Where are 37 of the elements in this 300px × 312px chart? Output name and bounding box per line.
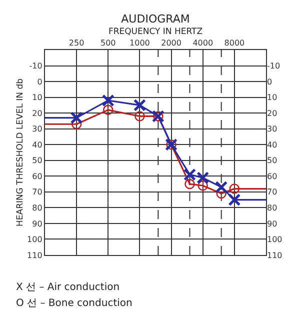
y-tick-label: 20 bbox=[32, 108, 42, 118]
y2-tick-label: 40 bbox=[267, 140, 278, 150]
y2-tick-label: 100 bbox=[267, 235, 282, 244]
y-tick-label: 100 bbox=[27, 235, 42, 244]
y2-tick-label: 0 bbox=[267, 77, 272, 86]
y-tick-label: 10 bbox=[32, 93, 42, 102]
text: O 선 – Bone conduction bbox=[16, 298, 132, 309]
y2-tick-label: 50 bbox=[267, 156, 278, 166]
y-tick-label: -10 bbox=[29, 62, 42, 71]
y2-tick-label: 80 bbox=[267, 203, 278, 212]
y2-tick-label: 70 bbox=[267, 188, 278, 197]
y-tick-label: 40 bbox=[32, 140, 42, 150]
y-tick-label: 60 bbox=[32, 172, 42, 181]
x-axis-title: FREQUENCY IN HERTZ bbox=[108, 27, 203, 38]
x-tick-label: 2000 bbox=[161, 38, 182, 48]
x-tick-label: 250 bbox=[68, 38, 84, 48]
y-tick-label: 110 bbox=[27, 250, 42, 260]
x-tick-label: 4000 bbox=[192, 38, 214, 48]
y2-tick-label: 10 bbox=[267, 93, 278, 102]
y-axis-title: HEARING THRESHOLD LEVEL IN db bbox=[16, 78, 26, 227]
y-tick-label: 50 bbox=[32, 156, 42, 166]
y-tick-label: 0 bbox=[37, 77, 42, 86]
y2-tick-label: 60 bbox=[267, 172, 278, 181]
chart-title: AUDIOGRAM bbox=[121, 12, 190, 26]
y-tick-label: 90 bbox=[32, 219, 42, 228]
y2-tick-label: 30 bbox=[267, 124, 278, 134]
y-tick-label: 30 bbox=[32, 124, 42, 134]
y-tick-label: 70 bbox=[32, 188, 42, 197]
y2-tick-label: 110 bbox=[267, 250, 282, 260]
x-tick-label: 1000 bbox=[130, 38, 150, 48]
x-tick-label: 8000 bbox=[224, 38, 245, 48]
y2-tick-label: -10 bbox=[267, 62, 280, 71]
y2-tick-label: 90 bbox=[267, 219, 278, 228]
y2-tick-label: 20 bbox=[267, 108, 278, 118]
y-tick-label: 80 bbox=[32, 203, 42, 212]
x-tick-label: 500 bbox=[100, 38, 116, 48]
text: X 선 – Air conduction bbox=[16, 282, 120, 293]
